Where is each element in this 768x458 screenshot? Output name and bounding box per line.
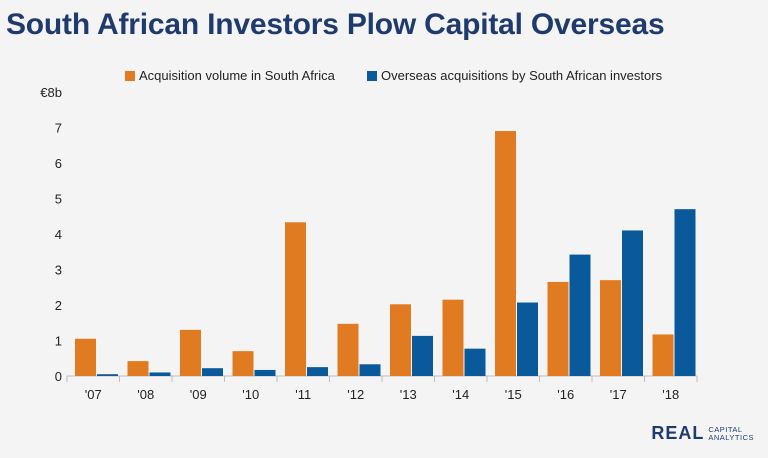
- real-capital-analytics-logo: REAL CAPITAL ANALYTICS: [651, 423, 754, 444]
- bar-overseas: [517, 302, 538, 376]
- y-tick-label: €8b: [40, 85, 62, 100]
- logo-sub-line1: CAPITAL: [708, 424, 743, 434]
- y-tick-label: 1: [55, 334, 62, 349]
- bar-overseas: [307, 367, 328, 376]
- bars: [75, 131, 696, 376]
- bar-overseas: [97, 374, 118, 376]
- x-tick-label: '10: [242, 387, 259, 402]
- legend-swatch-overseas: [367, 71, 377, 81]
- y-axis: 0 1 2 3 4 5 6 7 €8b: [40, 85, 62, 384]
- bar-domestic: [442, 299, 464, 376]
- bar-overseas: [149, 372, 171, 376]
- x-tick-label: '08: [137, 387, 154, 402]
- x-tick-label: '16: [557, 387, 574, 402]
- bar-domestic: [600, 280, 621, 376]
- bar-overseas: [622, 230, 643, 376]
- y-tick-label: 5: [55, 192, 62, 207]
- y-tick-label: 3: [55, 263, 62, 278]
- bar-domestic: [75, 338, 96, 376]
- bar-overseas: [412, 335, 433, 376]
- bar-overseas: [202, 368, 223, 376]
- y-tick-label: 0: [55, 369, 62, 384]
- bar-overseas: [254, 369, 276, 376]
- legend-swatch-domestic: [125, 71, 135, 81]
- x-axis: '07 '08 '09 '10 '11 '12 '13 '14 '15 '16 '17 '18: [66, 375, 698, 402]
- bar-overseas: [359, 364, 381, 376]
- bar-overseas: [674, 209, 696, 376]
- bar-domestic: [495, 131, 516, 376]
- x-tick-label: '14: [452, 387, 469, 402]
- bar-domestic: [390, 304, 411, 376]
- y-tick-label: 4: [55, 227, 62, 242]
- logo-subtitle: CAPITAL ANALYTICS: [708, 424, 754, 442]
- logo-sub-line2: ANALYTICS: [708, 432, 754, 442]
- legend-label-domestic: Acquisition volume in South Africa: [139, 68, 336, 83]
- y-tick-label: 6: [55, 156, 62, 171]
- x-tick-label: '17: [610, 387, 627, 402]
- bar-overseas: [464, 348, 486, 376]
- bar-domestic: [337, 323, 359, 376]
- x-tick-label: '07: [85, 387, 102, 402]
- x-tick-label: '18: [662, 387, 679, 402]
- y-tick-label: 2: [55, 298, 62, 313]
- x-tick-label: '12: [347, 387, 364, 402]
- x-tick-label: '11: [295, 387, 311, 402]
- bar-domestic: [285, 222, 306, 376]
- x-tick-label: '13: [400, 387, 417, 402]
- bar-overseas: [569, 254, 591, 376]
- x-tick-label: '15: [505, 387, 522, 402]
- x-tick-label: '09: [190, 387, 207, 402]
- legend-label-overseas: Overseas acquisitions by South African i…: [381, 68, 663, 83]
- bar-domestic: [127, 361, 149, 376]
- bar-domestic: [652, 334, 674, 376]
- bar-domestic: [180, 329, 201, 376]
- chart-title: South African Investors Plow Capital Ove…: [6, 8, 665, 41]
- legend: Acquisition volume in South Africa Overs…: [125, 68, 663, 83]
- bar-domestic: [547, 281, 569, 376]
- bar-domestic: [232, 351, 254, 376]
- logo-wordmark: REAL: [651, 423, 705, 443]
- y-tick-label: 7: [55, 121, 62, 136]
